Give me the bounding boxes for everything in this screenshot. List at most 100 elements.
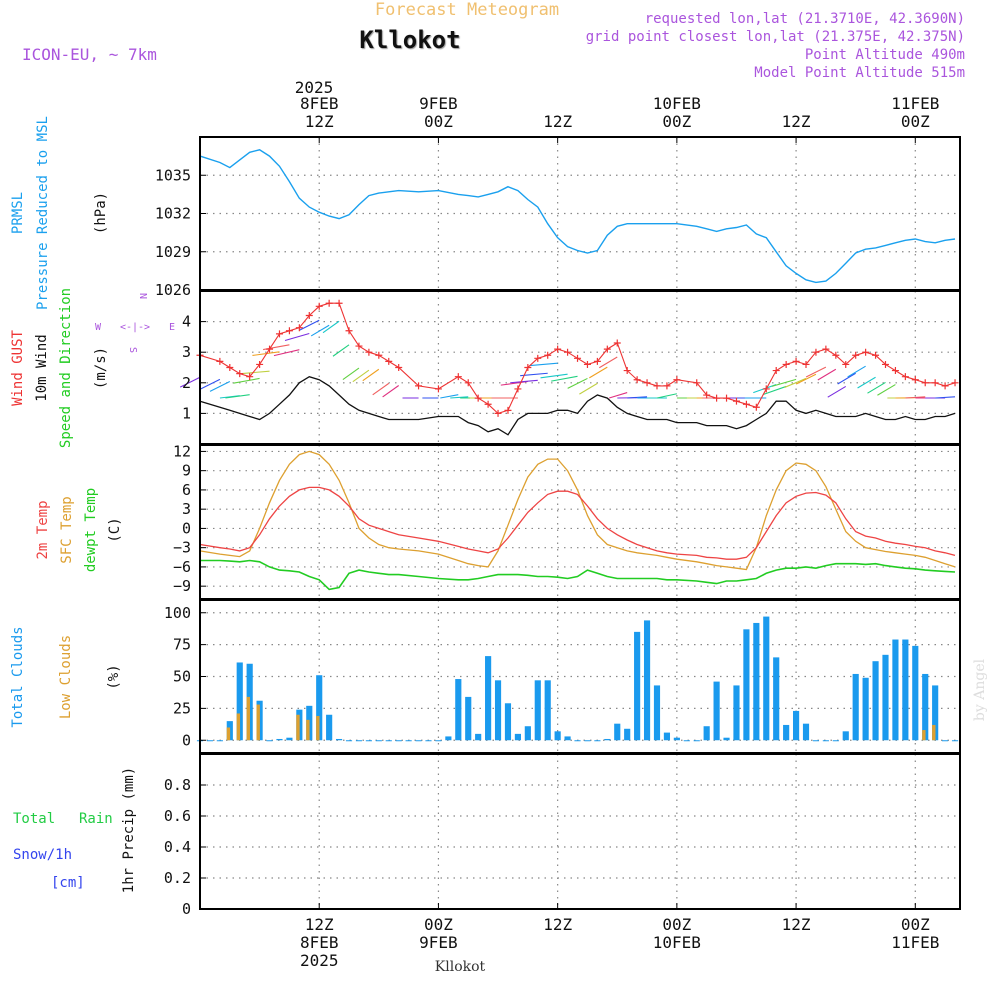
gust-marker-69 <box>931 379 939 387</box>
cloud-label-unit: (%) <box>106 664 122 689</box>
total-cloud-bar-39 <box>584 740 591 742</box>
low-cloud-bar-73 <box>922 730 926 741</box>
panel-frame-4 <box>199 753 961 910</box>
total-cloud-bar-52 <box>713 681 720 741</box>
ytick-label-temperature-7: 12 <box>173 442 191 460</box>
total-cloud-bar-44 <box>634 631 641 741</box>
gridpoint-coords: grid point closest lon,lat (21.375E, 42.… <box>586 29 965 45</box>
total-cloud-bar-19 <box>385 740 392 742</box>
total-cloud-bar-47 <box>663 732 671 741</box>
gust-marker-59 <box>832 351 840 359</box>
gust-marker-19 <box>395 364 403 371</box>
gust-marker-6 <box>266 345 274 353</box>
pressure-labels: PRMSL Pressure Reduced to MSL (hPa) <box>10 116 109 310</box>
ytick-label-temperature-0: −9 <box>173 577 191 595</box>
wind-arrow-58 <box>805 366 827 378</box>
total-cloud-bar-25 <box>445 736 452 741</box>
panel-frame-0 <box>199 136 961 291</box>
gust-marker-18 <box>385 357 393 365</box>
wind-arrow-6 <box>241 370 270 375</box>
total-cloud-bar-68 <box>872 661 879 741</box>
wind-arrow-39 <box>609 392 628 399</box>
gust-marker-11 <box>315 302 323 310</box>
grid-layer <box>200 137 960 910</box>
total-cloud-bar-69 <box>882 654 889 741</box>
t2m-line <box>199 486 956 560</box>
ytick-label-temperature-3: 0 <box>182 519 191 537</box>
gust-marker-38 <box>613 339 621 347</box>
gust-marker-49 <box>732 397 740 405</box>
total-cloud-bar-56 <box>753 622 760 741</box>
total-cloud-bar-62 <box>812 740 820 742</box>
total-cloud-bar-23 <box>425 740 432 742</box>
model-label: ICON-EU, ~ 7km <box>22 45 157 64</box>
pressure-label-prmsl: PRMSL <box>10 192 26 234</box>
total-cloud-bar-61 <box>802 723 810 741</box>
bottom-year-label-0: 2025 <box>300 951 339 970</box>
gust-marker-14 <box>345 327 353 335</box>
ytick-label-wind-2: 3 <box>182 343 191 361</box>
ytick-label-temperature-6: 9 <box>182 462 191 480</box>
cloud-labels: Total Clouds Low Clouds (%) <box>10 626 122 727</box>
temp-label-unit: (C) <box>107 517 123 542</box>
gust-marker-13 <box>335 299 343 307</box>
top-year-label: 2025 <box>295 78 334 97</box>
ytick-label-temperature-5: 6 <box>182 481 191 499</box>
total-cloud-bar-35 <box>544 680 551 741</box>
product-title: Forecast Meteogram <box>375 0 559 20</box>
top-hour-label-5: 00Z <box>901 112 930 131</box>
gust-marker-45 <box>693 379 701 387</box>
footer-location: Kllokot <box>435 959 486 975</box>
data-layer <box>179 149 960 910</box>
bottom-date-label-5: 11FEB <box>891 933 939 952</box>
wind-arrow-36 <box>579 382 598 395</box>
gust-marker-44 <box>673 376 681 384</box>
gust-marker-1 <box>216 357 224 365</box>
gust-marker-70 <box>941 382 949 390</box>
total-cloud-bar-17 <box>365 740 372 742</box>
gust-marker-28 <box>514 385 522 393</box>
wind-arrow-30 <box>510 379 538 384</box>
gust-marker-9 <box>295 324 303 332</box>
ytick-label-temperature-2: −3 <box>173 539 191 557</box>
gust-marker-16 <box>365 348 373 356</box>
total-cloud-bar-63 <box>822 740 829 742</box>
total-cloud-bar-57 <box>763 616 770 741</box>
gust-marker-51 <box>752 403 760 411</box>
wind-arrow-34 <box>551 375 578 382</box>
gust-marker-64 <box>881 360 889 368</box>
ytick-label-pressure-3: 1035 <box>155 166 191 184</box>
ytick-label-pressure-2: 1032 <box>155 205 191 223</box>
bottom-hour-label-5: 00Z <box>901 915 930 934</box>
wind-arrow-4 <box>225 394 250 399</box>
gust-marker-4 <box>246 373 254 381</box>
precip-label-unit: 1hr Precip (mm) <box>121 767 137 893</box>
total-cloud-bar-16 <box>355 740 363 742</box>
wind-arrow-41 <box>627 396 648 399</box>
gust-marker-39 <box>623 367 631 375</box>
gust-marker-54 <box>782 360 790 368</box>
gust-marker-35 <box>583 360 591 368</box>
ytick-label-clouds-3: 75 <box>173 636 191 654</box>
temp-label-dewpt: dewpt Temp <box>83 488 99 572</box>
axis-layer: 8FEB12Z12Z8FEB20259FEB00Z00Z9FEB12Z12Z10… <box>155 94 940 970</box>
wind-arrow-44 <box>656 393 677 399</box>
total-cloud-bar-75 <box>942 740 949 742</box>
total-cloud-bar-54 <box>733 685 740 741</box>
total-cloud-bar-26 <box>455 679 462 741</box>
total-cloud-bar-33 <box>524 726 531 741</box>
requested-coords: requested lon,lat (21.3710E, 42.3690N) <box>645 11 965 27</box>
wind-label-dir: Speed and Direction <box>58 288 74 448</box>
total-cloud-bar-55 <box>743 629 750 741</box>
gust-marker-63 <box>872 351 880 359</box>
wind-arrow-63 <box>857 376 876 389</box>
total-cloud-bar-51 <box>703 726 710 741</box>
total-cloud-bar-41 <box>604 738 611 741</box>
total-cloud-bar-64 <box>832 740 839 742</box>
total-cloud-bar-42 <box>614 723 621 741</box>
pressure-line <box>199 149 956 284</box>
gust-marker-25 <box>484 400 492 408</box>
wind-arrow-37 <box>589 366 608 379</box>
wind-speed-line <box>199 375 956 436</box>
